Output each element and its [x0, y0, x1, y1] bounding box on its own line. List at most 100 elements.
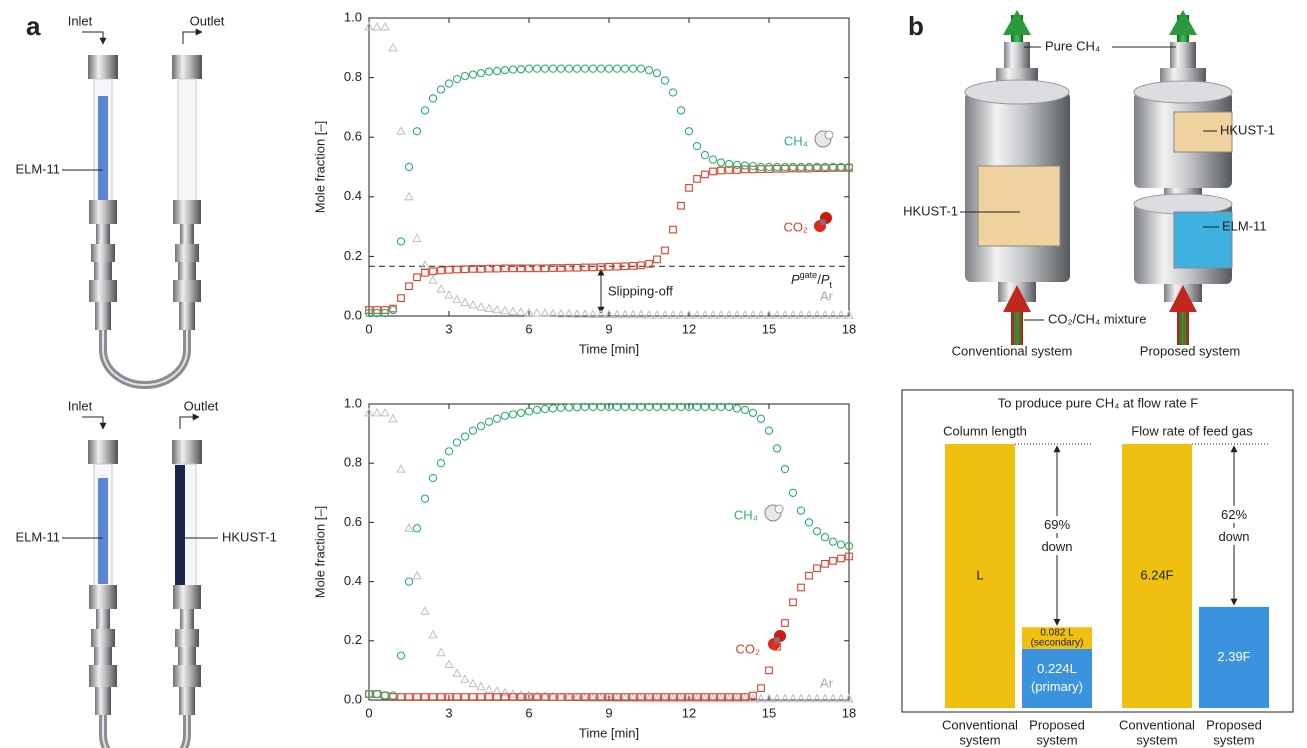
data-point	[524, 690, 534, 700]
data-point	[452, 294, 462, 304]
data-point	[532, 690, 542, 700]
category-label: Proposed	[1206, 717, 1262, 732]
data-point	[692, 309, 702, 319]
data-point	[756, 162, 766, 172]
data-point	[460, 71, 470, 81]
data-point	[820, 533, 830, 542]
data-point	[428, 275, 438, 284]
data-point	[836, 309, 846, 319]
data-point	[549, 693, 557, 701]
data-point	[533, 264, 541, 273]
x-tick-label: 3	[445, 705, 452, 720]
data-point	[780, 464, 790, 474]
data-point	[564, 64, 574, 73]
data-point	[700, 693, 710, 703]
data-point	[444, 289, 454, 299]
value-label: 6.24F	[1140, 567, 1173, 582]
data-point	[452, 668, 462, 677]
data-point	[716, 309, 726, 319]
data-point	[677, 201, 685, 210]
data-point	[612, 64, 622, 73]
data-point	[820, 162, 830, 172]
data-point	[420, 606, 430, 615]
data-point	[580, 309, 590, 318]
category-label: system	[1136, 732, 1177, 747]
data-point	[813, 564, 821, 573]
data-point	[492, 685, 502, 695]
data-point	[404, 162, 414, 172]
system-label: Proposed system	[1140, 343, 1240, 358]
data-point	[820, 693, 830, 703]
data-point	[613, 262, 621, 271]
data-point	[644, 66, 654, 75]
data-point	[660, 693, 670, 703]
data-point	[500, 687, 510, 697]
data-point	[468, 678, 478, 688]
data-point	[828, 162, 838, 172]
data-point	[796, 162, 806, 172]
data-point	[565, 263, 573, 272]
data-point	[413, 693, 421, 701]
data-point	[365, 306, 373, 314]
plot-frame	[368, 17, 850, 317]
data-point	[676, 693, 686, 703]
data-point	[637, 261, 645, 270]
data-point	[533, 693, 541, 701]
data-point	[436, 85, 446, 94]
data-point	[661, 693, 669, 701]
data-point	[628, 309, 638, 319]
data-point	[532, 307, 542, 317]
data-point	[685, 184, 693, 192]
data-point	[716, 158, 726, 167]
data-point	[540, 308, 550, 317]
data-point	[709, 693, 717, 701]
data-point	[644, 693, 654, 703]
data-point	[380, 407, 390, 417]
y-tick-label: 0.0	[344, 691, 362, 706]
data-point	[517, 264, 525, 273]
data-point	[789, 598, 797, 607]
data-point	[397, 294, 405, 302]
data-point	[749, 691, 757, 700]
data-point	[492, 304, 502, 314]
data-point	[444, 79, 454, 88]
data-point	[604, 402, 614, 412]
y-tick-label: 0.2	[344, 248, 362, 263]
data-point	[485, 693, 493, 701]
data-point	[620, 402, 630, 412]
x-tick-label: 12	[682, 705, 696, 720]
bar-segment	[1022, 648, 1092, 708]
data-point	[756, 309, 766, 319]
data-point	[684, 693, 694, 703]
data-point	[605, 262, 613, 271]
adsorbent-label: HKUST-1	[1220, 122, 1275, 137]
value-label: L	[976, 567, 983, 582]
data-point	[828, 537, 838, 546]
data-point	[804, 693, 814, 703]
data-point	[412, 233, 422, 243]
x-tick-label: 6	[525, 321, 532, 336]
data-point	[372, 21, 382, 31]
value-label: 0.082 L	[1040, 628, 1074, 639]
data-point	[484, 67, 494, 76]
data-point	[660, 309, 670, 319]
inlet-arrow	[82, 416, 107, 430]
data-point	[493, 264, 501, 273]
data-point	[405, 693, 413, 701]
data-point	[421, 268, 429, 277]
data-point	[621, 693, 629, 701]
bar-segment	[1022, 627, 1092, 649]
data-point	[420, 106, 430, 115]
data-point	[780, 309, 790, 319]
bar-segment	[945, 444, 1015, 708]
data-point	[429, 267, 437, 276]
data-point	[605, 693, 613, 701]
data-point	[764, 309, 774, 319]
data-point	[669, 693, 677, 701]
data-point	[404, 577, 414, 586]
data-point	[396, 651, 406, 660]
data-point	[588, 692, 598, 702]
data-point	[604, 693, 614, 702]
series-label: CH₄	[734, 507, 758, 522]
data-point	[597, 693, 605, 701]
